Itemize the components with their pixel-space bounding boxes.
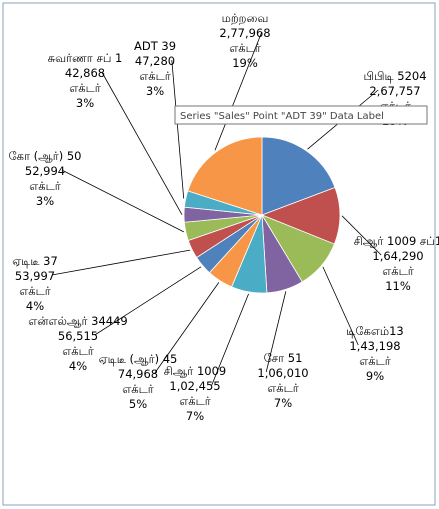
leader-line xyxy=(265,291,287,373)
label-name: ஏடிடீ (ஆர்) 45 xyxy=(99,352,178,366)
tooltip-box xyxy=(174,105,428,125)
label-percent: 5% xyxy=(129,397,147,411)
leader-line xyxy=(322,266,359,346)
label-name: டிகேஎம்13 xyxy=(346,324,404,338)
label-name: சுவர்ணா சப் 1 xyxy=(48,51,123,65)
data-label: மற்றவை 2,77,968 எக்டர் 19% xyxy=(219,11,270,70)
leader-line xyxy=(154,282,220,374)
leader-line xyxy=(341,215,382,256)
data-label: ஏடிடீ 37 53,997 எக்டர் 4% xyxy=(12,254,58,313)
leader-line xyxy=(214,31,263,151)
label-value: 2,67,757 xyxy=(369,84,420,98)
label-percent: 4% xyxy=(69,359,87,373)
pie-slice xyxy=(187,136,263,216)
label-value: 1,06,010 xyxy=(257,366,308,380)
label-name: கோ (ஆர்) 50 xyxy=(9,149,82,163)
label-percent: 3% xyxy=(146,84,164,98)
label-value: 56,515 xyxy=(58,329,98,343)
label-unit: எக்டர் xyxy=(29,179,61,193)
label-unit: எக்டர் xyxy=(359,354,391,368)
leader-line xyxy=(94,266,202,336)
label-unit: எக்டர் xyxy=(139,69,171,83)
label-name: என்எல்ஆர் 34449 xyxy=(28,314,127,328)
label-percent: 4% xyxy=(26,299,44,313)
leader-line xyxy=(51,249,191,276)
label-name: சிஆர் 1009 xyxy=(164,364,226,378)
label-percent: 3% xyxy=(76,96,94,110)
data-label: சோ 51 1,06,010 எக்டர் 7% xyxy=(257,351,308,410)
label-name: பிபிடி 5204 xyxy=(363,69,426,83)
label-percent: 7% xyxy=(274,396,292,410)
leader-line xyxy=(61,169,184,233)
data-label: ஏடிடீ (ஆர்) 45 74,968 எக்டர் 5% xyxy=(99,352,178,411)
label-value: 74,968 xyxy=(118,367,158,381)
data-label: டிகேஎம்13 1,43,198 எக்டர் 9% xyxy=(346,324,404,383)
data-label: என்எல்ஆர் 34449 56,515 எக்டர் 4% xyxy=(28,314,127,373)
label-percent: 3% xyxy=(36,194,54,208)
label-unit: எக்டர் xyxy=(179,394,211,408)
label-unit: எக்டர் xyxy=(267,381,299,395)
label-unit: எக்டர் xyxy=(19,284,51,298)
label-name: மற்றவை xyxy=(222,11,269,25)
label-name: சிஆர் 1009 சப்1 xyxy=(354,234,439,248)
data-label: சிஆர் 1009 1,02,455 எக்டர் 7% xyxy=(164,364,226,423)
tooltip-text: Series "Sales" Point "ADT 39" Data Label xyxy=(180,111,384,122)
label-unit: எக்டர் xyxy=(382,264,414,278)
label-value: 53,997 xyxy=(15,269,55,283)
leader-line xyxy=(211,293,249,386)
data-label: ADT 39 47,280 எக்டர் 3% xyxy=(134,39,176,98)
leader-line xyxy=(171,59,185,199)
data-label: சிஆர் 1009 சப்1 1,64,290 எக்டர் 11% xyxy=(354,234,439,293)
label-percent: 11% xyxy=(385,279,411,293)
label-value: 52,994 xyxy=(25,164,65,178)
label-unit: எக்டர் xyxy=(69,81,101,95)
data-label: கோ (ஆர்) 50 52,994 எக்டர் 3% xyxy=(9,149,82,208)
leader-line xyxy=(101,71,183,215)
label-name: ADT 39 xyxy=(134,39,176,53)
pie-slice xyxy=(261,136,336,216)
data-label: சுவர்ணா சப் 1 42,868 எக்டர் 3% xyxy=(48,51,123,110)
label-value: 1,64,290 xyxy=(372,249,423,263)
label-value: 1,02,455 xyxy=(169,379,220,393)
label-percent: 19% xyxy=(232,56,258,70)
label-unit: எக்டர் xyxy=(62,344,94,358)
label-value: 47,280 xyxy=(135,54,175,68)
label-percent: 7% xyxy=(186,409,204,423)
label-unit: எக்டர் xyxy=(122,382,154,396)
label-unit: எக்டர் xyxy=(229,41,261,55)
label-value: 42,868 xyxy=(65,66,105,80)
label-value: 1,43,198 xyxy=(349,339,400,353)
label-percent: 9% xyxy=(366,369,384,383)
label-name: ஏடிடீ 37 xyxy=(12,254,58,268)
label-value: 2,77,968 xyxy=(219,26,270,40)
label-name: சோ 51 xyxy=(264,351,303,365)
tooltip: Series "Sales" Point "ADT 39" Data Label xyxy=(174,105,428,125)
